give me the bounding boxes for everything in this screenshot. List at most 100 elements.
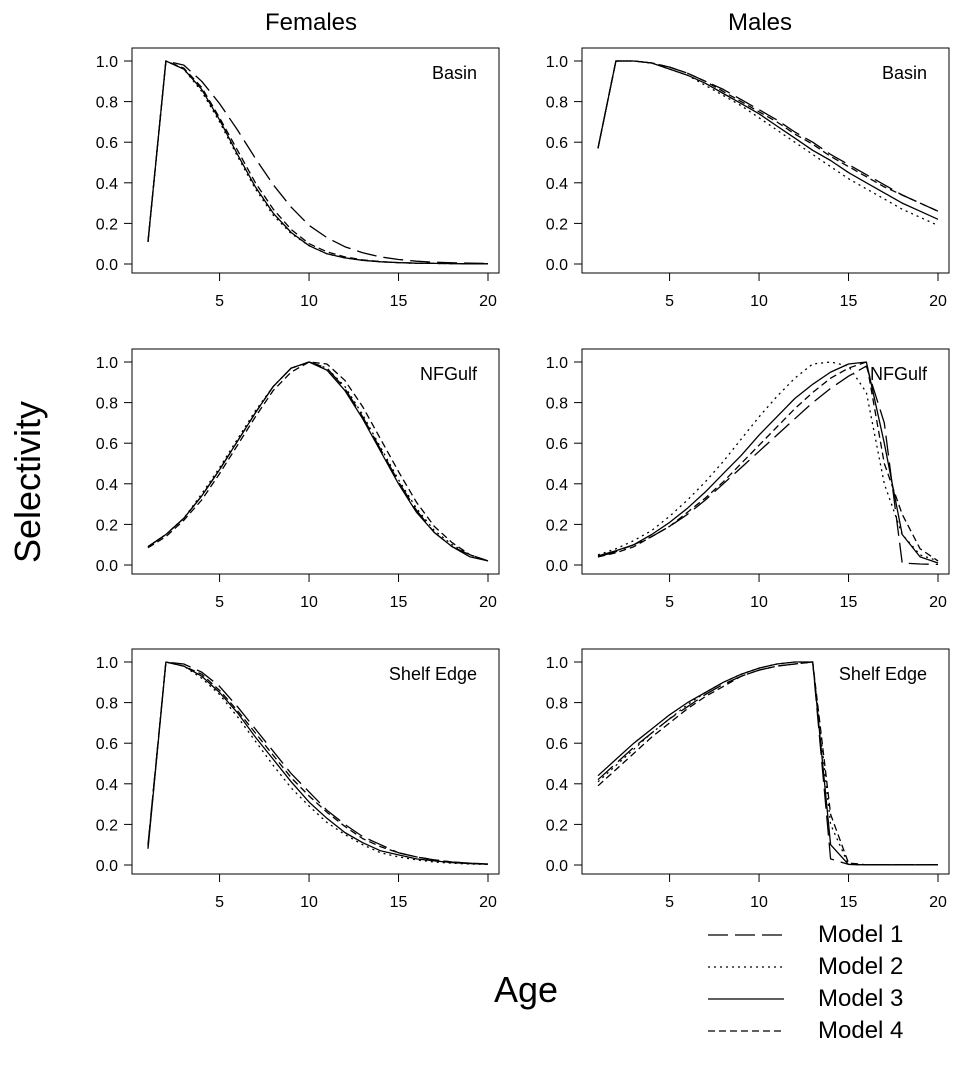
y-tick-label: 0.8 <box>546 696 568 713</box>
x-tick-label: 15 <box>840 293 858 310</box>
panel-title: Basin <box>432 63 477 83</box>
series-line-model-4 <box>147 361 489 562</box>
y-axis-label: Selectivity <box>7 401 48 563</box>
y-tick-label: 1.0 <box>96 355 118 372</box>
series-line-model-2 <box>597 361 939 562</box>
series-line-model-1 <box>147 661 489 865</box>
panel-frame <box>581 348 950 575</box>
panel-frame <box>131 348 500 575</box>
legend-label-model-1: Model 1 <box>818 921 903 948</box>
series-line-model-2 <box>147 661 489 866</box>
column-title-males: Males <box>728 9 792 36</box>
panel-males-nfgulf: 0.0 0.2 0.4 0.6 0.8 1.0 5 10 15 20 NFGulf <box>546 348 950 611</box>
x-tick-label: 5 <box>215 894 224 911</box>
y-tick-label: 0.0 <box>546 558 568 575</box>
y-tick-label: 1.0 <box>546 655 568 672</box>
x-tick-label: 10 <box>300 894 318 911</box>
x-tick-label: 5 <box>215 594 224 611</box>
series-line-model-1 <box>597 365 939 566</box>
x-tick-label: 10 <box>750 293 768 310</box>
y-tick-label: 0.2 <box>96 817 118 834</box>
series-line-model-2 <box>597 661 938 866</box>
y-tick-label: 0.2 <box>546 817 568 834</box>
panel-frame <box>131 648 500 875</box>
x-tick-label: 10 <box>300 293 318 310</box>
series-line-model-2 <box>147 361 489 562</box>
y-tick-label: 0.6 <box>546 736 568 753</box>
y-tick-label: 0.8 <box>546 396 568 413</box>
x-tick-label: 15 <box>390 293 408 310</box>
y-tick-label: 0.4 <box>546 477 568 494</box>
series-line-model-4 <box>147 60 488 265</box>
y-tick-label: 0.8 <box>96 95 118 112</box>
y-tick-label: 0.8 <box>96 696 118 713</box>
x-tick-label: 20 <box>479 594 497 611</box>
legend-label-model-4: Model 4 <box>818 1017 903 1044</box>
series-line-model-1 <box>597 661 938 866</box>
series-line-model-1 <box>147 60 489 265</box>
series-line-model-3 <box>147 361 489 562</box>
y-tick-label: 0.4 <box>96 176 118 193</box>
series-line-model-1 <box>597 60 939 212</box>
panel-females-shelf-edge: 0.0 0.2 0.4 0.6 0.8 1.0 5 10 15 20 Shelf Edge <box>96 648 500 911</box>
series-line-model-4 <box>597 60 939 212</box>
x-tick-label: 15 <box>390 894 408 911</box>
y-tick-label: 0.6 <box>96 436 118 453</box>
y-tick-label: 0.0 <box>96 858 118 875</box>
x-tick-label: 15 <box>390 594 408 611</box>
panel-females-basin: 0.0 0.2 0.4 0.6 0.8 1.0 5 10 15 20 Basin <box>96 47 500 310</box>
legend: Model 1 Model 2 Model 3 Model 4 <box>708 921 903 1044</box>
x-tick-label: 5 <box>215 293 224 310</box>
y-tick-label: 0.0 <box>546 257 568 274</box>
x-tick-label: 20 <box>929 594 947 611</box>
series-line-model-1 <box>147 361 489 562</box>
y-tick-label: 0.8 <box>546 95 568 112</box>
panel-title: Shelf Edge <box>839 664 927 684</box>
y-tick-label: 0.8 <box>96 396 118 413</box>
panel-title: NFGulf <box>870 364 928 384</box>
y-tick-label: 1.0 <box>546 355 568 372</box>
y-tick-label: 0.6 <box>96 736 118 753</box>
x-tick-label: 10 <box>300 594 318 611</box>
panel-title: Basin <box>882 63 927 83</box>
x-tick-label: 20 <box>479 894 497 911</box>
y-tick-label: 1.0 <box>96 54 118 71</box>
panel-title: NFGulf <box>420 364 478 384</box>
y-tick-label: 0.0 <box>546 858 568 875</box>
y-tick-label: 0.6 <box>546 436 568 453</box>
x-tick-label: 20 <box>479 293 497 310</box>
series-line-model-3 <box>147 60 488 265</box>
x-axis-label: Age <box>494 969 558 1010</box>
x-tick-label: 20 <box>929 293 947 310</box>
x-tick-label: 10 <box>750 894 768 911</box>
y-tick-label: 1.0 <box>96 655 118 672</box>
x-tick-label: 10 <box>750 594 768 611</box>
series-line-model-3 <box>147 661 489 865</box>
x-tick-label: 15 <box>840 594 858 611</box>
y-tick-label: 1.0 <box>546 54 568 71</box>
panels: 0.00.20.40.60.81.05 10 15 20Basin0.00.20.40… <box>96 47 950 911</box>
series-line-model-4 <box>597 661 938 866</box>
x-tick-label: 5 <box>665 894 674 911</box>
panel-title: Shelf Edge <box>389 664 477 684</box>
y-tick-label: 0.2 <box>546 517 568 534</box>
y-tick-label: 0.4 <box>546 777 568 794</box>
y-tick-label: 0.0 <box>96 558 118 575</box>
panel-frame <box>581 47 950 274</box>
panel-frame <box>131 47 500 274</box>
x-tick-label: 20 <box>929 894 947 911</box>
y-tick-label: 0.6 <box>96 135 118 152</box>
legend-label-model-3: Model 3 <box>818 985 903 1012</box>
panel-frame <box>581 648 950 875</box>
y-tick-label: 0.4 <box>96 477 118 494</box>
y-tick-label: 0.2 <box>96 517 118 534</box>
series-line-model-3 <box>597 60 939 220</box>
y-tick-label: 0.4 <box>546 176 568 193</box>
legend-label-model-2: Model 2 <box>818 953 903 980</box>
x-tick-label: 15 <box>840 894 858 911</box>
x-tick-label: 5 <box>665 293 674 310</box>
series-line-model-4 <box>597 361 939 562</box>
panel-males-shelf-edge: 0.0 0.2 0.4 0.6 0.8 1.0 5 10 15 20 Shelf Edge <box>546 648 950 911</box>
y-tick-label: 0.4 <box>96 777 118 794</box>
